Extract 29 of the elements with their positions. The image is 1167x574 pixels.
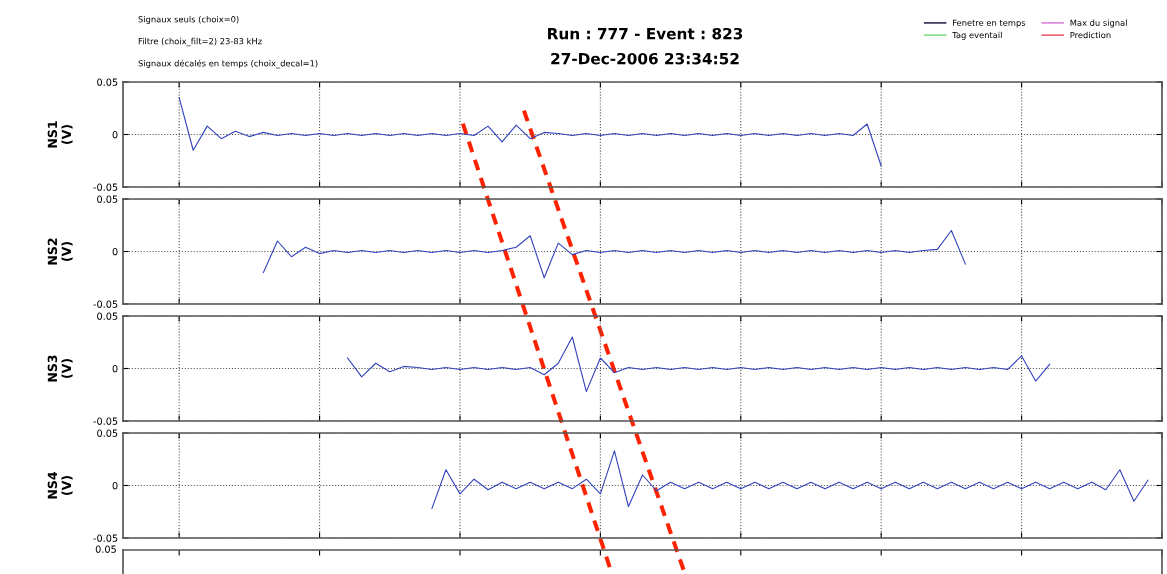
legend-label: Prediction (1070, 31, 1111, 39)
chart-title: Run : 777 - Event : 823 (548, 27, 743, 40)
y-axis-title: NS2 (V) (47, 238, 73, 265)
y-tick-label: 0 (112, 247, 118, 256)
legend-label: Fenetre en temps (953, 19, 1026, 28)
legend-label: Tag eventail (952, 31, 1002, 40)
y-tick-label: 0 (112, 364, 118, 373)
y-tick-label: -0.05 (93, 534, 118, 542)
y-tick-label: 0 (112, 130, 118, 139)
line-series (262, 229, 966, 279)
text: Filtre (choix_filt=2) 23-83 kHz (138, 37, 262, 47)
text: Signaux décalés en temps (choix_decal=1) (138, 59, 318, 69)
y-tick-label: -0.05 (93, 417, 118, 425)
legend-label: Max du signal (1070, 19, 1127, 28)
y-axis-title: NS4 (V) (47, 471, 73, 499)
y-tick-label: -0.05 (93, 300, 118, 308)
y-axis-title: NS3 (V) (47, 355, 73, 382)
y-tick-label: 0.05 (97, 429, 118, 437)
chart-subtitle: 27-Dec-2006 23:34:52 (551, 52, 739, 65)
y-tick-label: -0.05 (93, 183, 118, 191)
y-tick-label: 0 (112, 481, 118, 490)
line-series (347, 336, 1051, 393)
y-tick-label: 0.05 (97, 312, 118, 320)
line-series (431, 450, 1149, 510)
y-tick-label: 0.05 (97, 78, 118, 86)
line-series (178, 97, 882, 167)
y-axis-title: NS1 (V) (47, 121, 73, 148)
y-tick-label: 0.05 (97, 195, 118, 203)
text: Signaux seuls (choix=0) (138, 15, 239, 25)
